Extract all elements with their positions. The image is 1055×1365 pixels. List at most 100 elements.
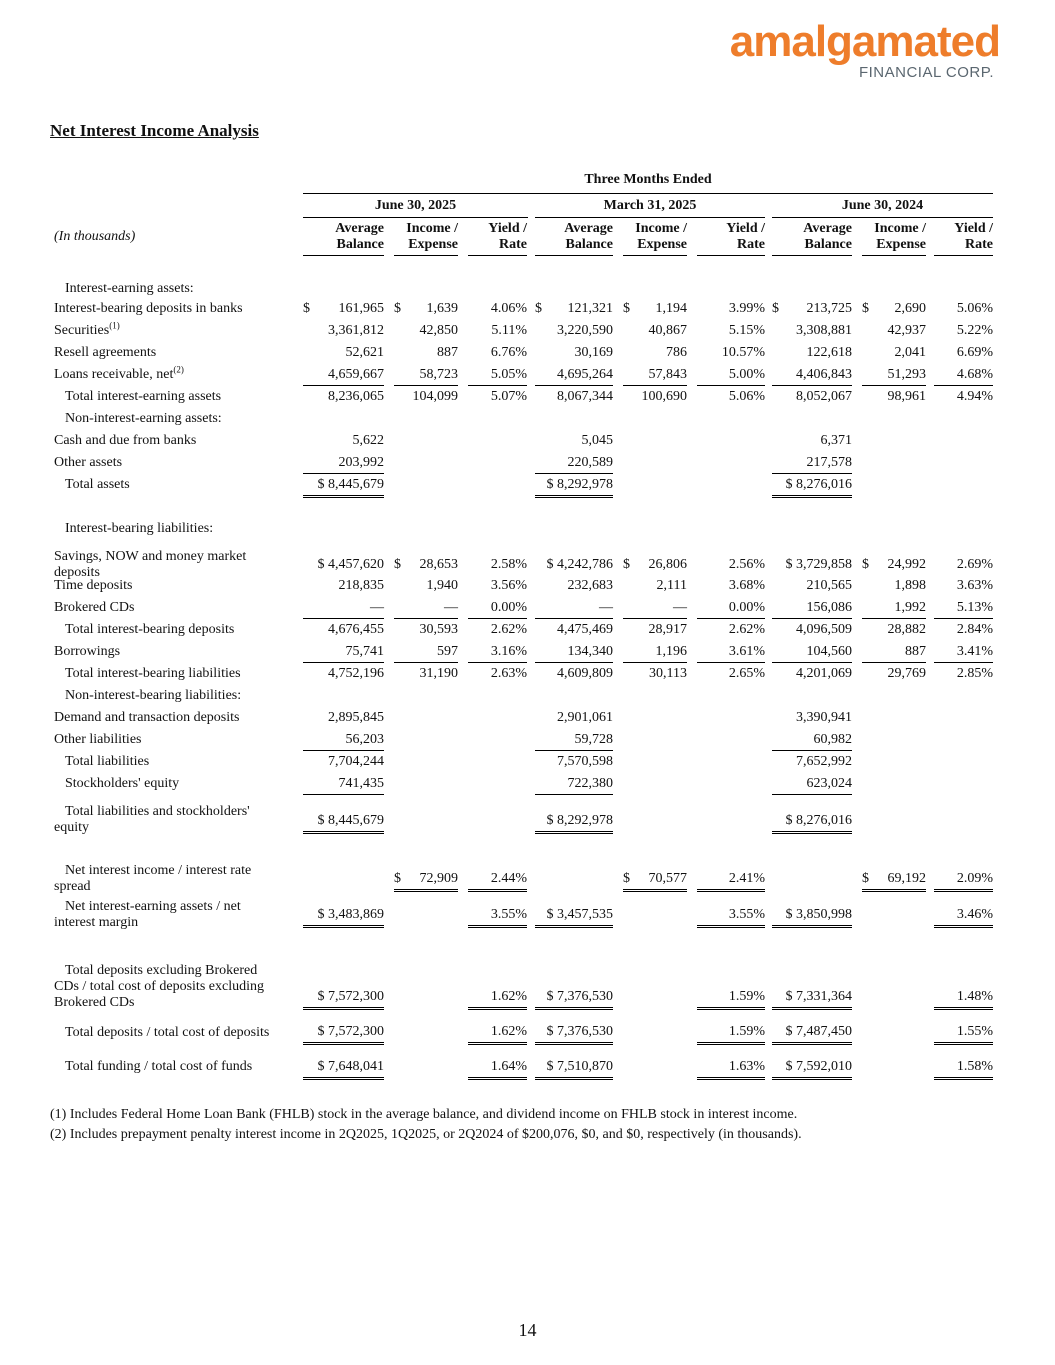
table-cell: 5.05% (468, 367, 527, 386)
cell-value: $ 4,457,620 (317, 557, 385, 572)
table-cell: 3.41% (934, 644, 993, 663)
table-cell: 5.15% (697, 323, 765, 341)
currency-symbol: $ (623, 301, 630, 316)
table-cell: 40,867 (623, 323, 688, 341)
cell-value: 623,024 (806, 776, 853, 791)
table-cell: 232,683 (535, 578, 614, 596)
row-label: Savings, NOW and money market deposits (54, 549, 246, 581)
cell-value: 2.56% (728, 557, 765, 572)
cell-value: 2.09% (956, 871, 993, 886)
cell-value: $ 7,376,530 (546, 1024, 614, 1039)
cell-value: 1.62% (490, 989, 527, 1004)
cell-value: 104,560 (806, 644, 853, 659)
row-label: Time deposits (54, 578, 132, 594)
cell-value: 6,371 (820, 433, 853, 448)
column-header-line-1: Yield / (726, 221, 765, 236)
table-cell: 5.06% (934, 301, 993, 319)
cell-value: 1.59% (728, 1024, 765, 1039)
cell-value: 28,917 (648, 622, 688, 637)
cell-value: 4,609,809 (557, 666, 613, 681)
table-cell: 0.00% (697, 600, 765, 619)
table-cell: $70,577 (623, 871, 687, 892)
column-header-line-1: Average (803, 221, 852, 236)
table-cell: 104,560 (772, 644, 852, 663)
row-label-line: Interest-bearing liabilities: (65, 521, 214, 536)
table-cell: 10.57% (697, 345, 765, 363)
table-cell: 28,882 (862, 622, 927, 640)
cell-value: 4,475,469 (557, 622, 613, 637)
cell-value: $ 8,445,679 (317, 813, 385, 828)
cell-value: 887 (437, 345, 458, 360)
cell-value: 4,676,455 (328, 622, 384, 637)
cell-value: 104,099 (412, 389, 459, 404)
cell-value: 213,725 (806, 301, 853, 316)
column-header-line-1: Income / (406, 221, 458, 236)
cell-value: 1,940 (426, 578, 459, 593)
table-cell: 2.85% (934, 666, 993, 684)
row-label-line: Non-interest-bearing liabilities: (65, 688, 242, 703)
table-cell: $ 7,376,530 (535, 1024, 613, 1045)
currency-symbol: $ (772, 301, 779, 316)
cell-value: $ 8,276,016 (785, 813, 853, 828)
table-cell: 2.09% (934, 871, 993, 892)
cell-value: 2,111 (656, 578, 687, 593)
row-label-line: Interest-bearing deposits in banks (54, 301, 243, 316)
cell-value: 7,652,992 (796, 754, 852, 769)
table-cell: 6,371 (772, 433, 853, 451)
row-label: Net interest-earning assets / net interes… (54, 899, 241, 931)
cell-value: 2.85% (956, 666, 993, 681)
cell-value: $ 4,242,786 (546, 557, 614, 572)
logo-wordmark: amalgamated (729, 17, 1001, 66)
table-cell: 4.94% (934, 389, 993, 407)
column-header-line-2: Balance (804, 237, 852, 252)
cell-value: 2.62% (490, 622, 527, 637)
table-cell: 741,435 (303, 776, 384, 795)
table-cell: $ 8,445,679 (303, 477, 384, 498)
cell-value: $ 7,487,450 (785, 1024, 853, 1039)
table-cell: 786 (623, 345, 687, 363)
cell-value: 8,067,344 (557, 389, 613, 404)
cell-value: 2.41% (728, 871, 765, 886)
cell-value: 1,194 (655, 301, 688, 316)
cell-value: 3.55% (490, 907, 527, 922)
cell-value: 4,695,264 (557, 367, 613, 382)
cell-value: 597 (437, 644, 458, 659)
table-cell: 1,992 (862, 600, 926, 619)
table-cell: 5.13% (934, 600, 993, 619)
table-cell: 7,704,244 (303, 754, 384, 772)
table-cell: 5.11% (468, 323, 527, 341)
cell-value: 1.62% (490, 1024, 527, 1039)
table-cell: 2.69% (934, 557, 993, 575)
column-header-line-2: Balance (565, 237, 613, 252)
table-cell: 1,898 (862, 578, 927, 596)
currency-symbol: $ (862, 301, 869, 316)
row-label: Total assets (65, 477, 130, 493)
row-label: Cash and due from banks (54, 433, 196, 449)
column-header: Yield / Rate (468, 221, 527, 256)
table-cell: 3.68% (697, 578, 765, 596)
table-cell: 3.55% (697, 907, 765, 928)
table-cell: 218,835 (303, 578, 385, 596)
table-cell: 2.62% (468, 622, 527, 640)
column-header-line-1: Income / (635, 221, 687, 236)
table-cell: 156,086 (772, 600, 852, 619)
column-header-line-1: Income / (874, 221, 926, 236)
table-cell: $ 7,592,010 (772, 1059, 852, 1080)
table-cell: 3,361,812 (303, 323, 384, 341)
table-cell: $121,321 (535, 301, 613, 319)
cell-value: 28,882 (887, 622, 927, 637)
cell-value: 72,909 (419, 871, 459, 886)
cell-value: $ 3,483,869 (317, 907, 385, 922)
cell-value: 3.99% (728, 301, 765, 316)
cell-value: — (444, 600, 458, 615)
cell-value: 5,045 (581, 433, 614, 448)
column-header: Income / Expense (862, 221, 926, 256)
table-cell: 1.64% (468, 1059, 527, 1080)
cell-value: 57,843 (648, 367, 688, 382)
cell-value: $ 7,510,870 (546, 1059, 614, 1074)
currency-symbol: $ (623, 557, 630, 572)
cell-value: 3.41% (956, 644, 993, 659)
table-cell: 5.00% (697, 367, 765, 386)
table-cell: 4,609,809 (535, 666, 613, 684)
cell-value: 2,041 (894, 345, 927, 360)
